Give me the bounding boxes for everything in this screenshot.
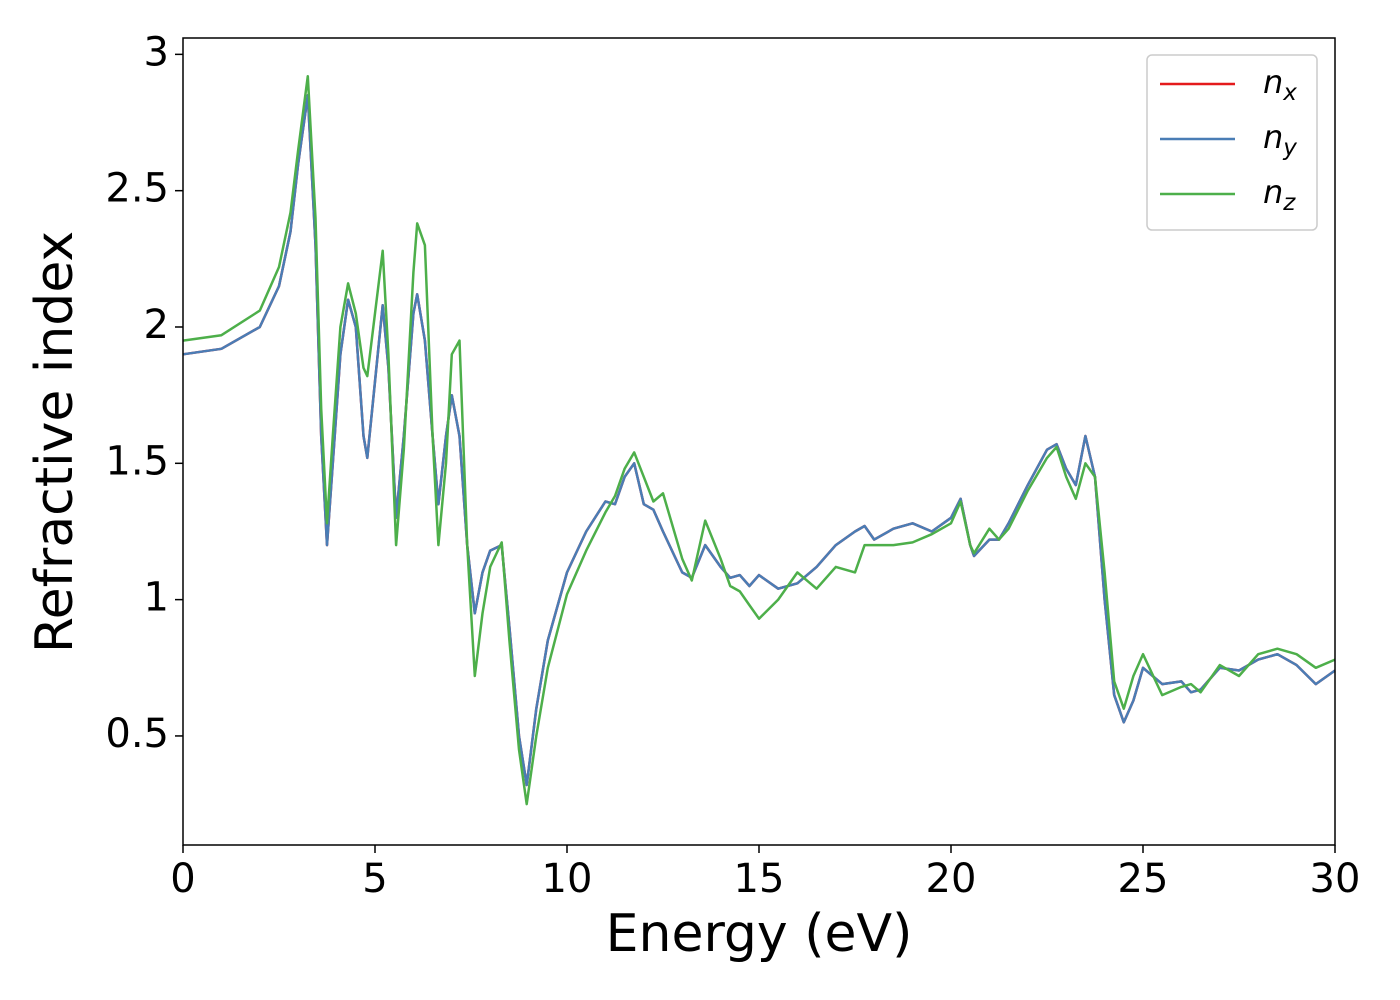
legend-label: ny — [1263, 118, 1297, 161]
y-tick-label: 2 — [144, 302, 169, 348]
legend-label: nz — [1263, 173, 1296, 216]
plot-frame — [182, 37, 1336, 846]
x-tick-label: 30 — [1310, 856, 1361, 902]
x-tick-label: 10 — [542, 856, 593, 902]
y-tick-label: 3 — [144, 29, 169, 75]
y-tick-label: 1.5 — [105, 438, 169, 484]
y-tick-label: 2.5 — [105, 166, 169, 212]
x-tick-label: 25 — [1118, 856, 1169, 902]
y-tick-label: 0.5 — [105, 711, 169, 757]
y-axis-label: Refractive index — [25, 231, 85, 653]
data-line — [182, 74, 1336, 806]
y-tick-label: 1 — [144, 575, 169, 621]
x-tick-label: 20 — [926, 856, 977, 902]
x-tick-label: 0 — [170, 856, 195, 902]
x-tick-label: 5 — [362, 856, 387, 902]
x-axis-label: Energy (eV) — [606, 904, 913, 964]
legend-label: nx — [1263, 63, 1297, 106]
x-tick-label: 15 — [734, 856, 785, 902]
legend-box — [1146, 54, 1318, 231]
